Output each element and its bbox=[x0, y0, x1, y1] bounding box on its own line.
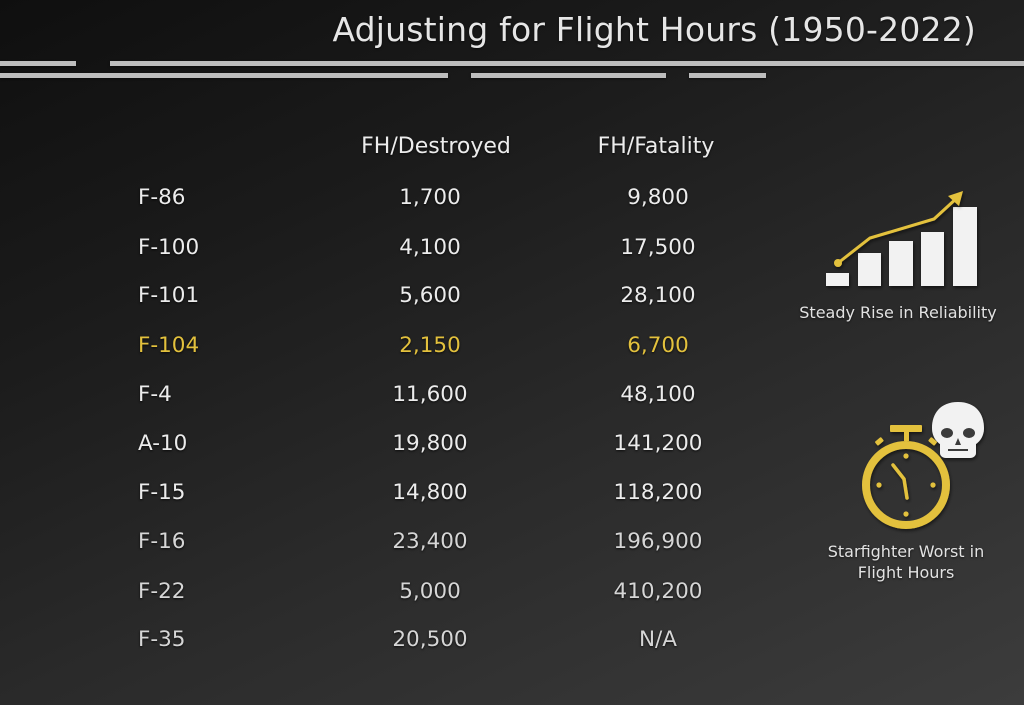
fh-fatality-value: N/A bbox=[638, 627, 678, 652]
fh-fatality-value: 141,200 bbox=[613, 431, 703, 456]
reliability-caption: Steady Rise in Reliability bbox=[799, 302, 996, 323]
aircraft-name: F-15 bbox=[138, 480, 186, 505]
table-row-highlighted: F-104 2,150 6,700 bbox=[0, 333, 760, 363]
fh-destroyed-value: 11,600 bbox=[392, 382, 468, 407]
divider-rule bbox=[0, 73, 448, 78]
fh-destroyed-value: 2,150 bbox=[399, 333, 461, 358]
divider-rule bbox=[0, 61, 76, 66]
aircraft-name: F-100 bbox=[138, 235, 200, 260]
divider-rule bbox=[471, 73, 666, 78]
caption-line: Starfighter Worst in bbox=[827, 542, 985, 561]
fh-destroyed-value: 14,800 bbox=[392, 480, 468, 505]
fh-destroyed-value: 19,800 bbox=[392, 431, 468, 456]
aircraft-name: F-4 bbox=[138, 382, 172, 407]
table-row: F-101 5,600 28,100 bbox=[0, 283, 760, 313]
fh-fatality-value: 17,500 bbox=[620, 235, 696, 260]
fh-fatality-value: 196,900 bbox=[613, 529, 703, 554]
slide-title: Adjusting for Flight Hours (1950-2022) bbox=[332, 10, 976, 49]
fh-fatality-value: 118,200 bbox=[613, 480, 703, 505]
fh-fatality-value: 9,800 bbox=[627, 185, 689, 210]
table-row: F-86 1,700 9,800 bbox=[0, 185, 760, 215]
aircraft-name: F-86 bbox=[138, 185, 186, 210]
fh-destroyed-value: 20,500 bbox=[392, 627, 468, 652]
caption-line: Flight Hours bbox=[857, 563, 955, 582]
table-row: F-15 14,800 118,200 bbox=[0, 480, 760, 510]
fh-destroyed-value: 5,600 bbox=[399, 283, 461, 308]
starfighter-caption: Starfighter Worst in Flight Hours bbox=[828, 541, 985, 583]
aircraft-name: F-22 bbox=[138, 579, 186, 604]
table-row: F-4 11,600 48,100 bbox=[0, 382, 760, 412]
aircraft-name: F-16 bbox=[138, 529, 186, 554]
table-row: F-22 5,000 410,200 bbox=[0, 579, 760, 609]
column-header-fh-fatality: FH/Fatality bbox=[597, 134, 715, 159]
fh-fatality-value: 410,200 bbox=[613, 579, 703, 604]
fh-fatality-value: 28,100 bbox=[620, 283, 696, 308]
aircraft-name: F-35 bbox=[138, 627, 186, 652]
fh-fatality-value: 48,100 bbox=[620, 382, 696, 407]
divider-rule bbox=[689, 73, 766, 78]
fh-fatality-value: 6,700 bbox=[627, 333, 689, 358]
table-row: F-35 20,500 N/A bbox=[0, 627, 760, 657]
table-row: A-10 19,800 141,200 bbox=[0, 431, 760, 461]
aircraft-name: F-104 bbox=[138, 333, 200, 358]
caption-text: Steady Rise in Reliability bbox=[799, 303, 997, 322]
fh-destroyed-value: 4,100 bbox=[399, 235, 461, 260]
fh-destroyed-value: 23,400 bbox=[392, 529, 468, 554]
divider-rule bbox=[110, 61, 1024, 66]
aircraft-name: A-10 bbox=[138, 431, 188, 456]
fh-destroyed-value: 1,700 bbox=[399, 185, 461, 210]
fh-destroyed-value: 5,000 bbox=[399, 579, 461, 604]
table-row: F-100 4,100 17,500 bbox=[0, 235, 760, 265]
column-header-fh-destroyed: FH/Destroyed bbox=[361, 134, 511, 159]
aircraft-name: F-101 bbox=[138, 283, 200, 308]
table-row: F-16 23,400 196,900 bbox=[0, 529, 760, 559]
